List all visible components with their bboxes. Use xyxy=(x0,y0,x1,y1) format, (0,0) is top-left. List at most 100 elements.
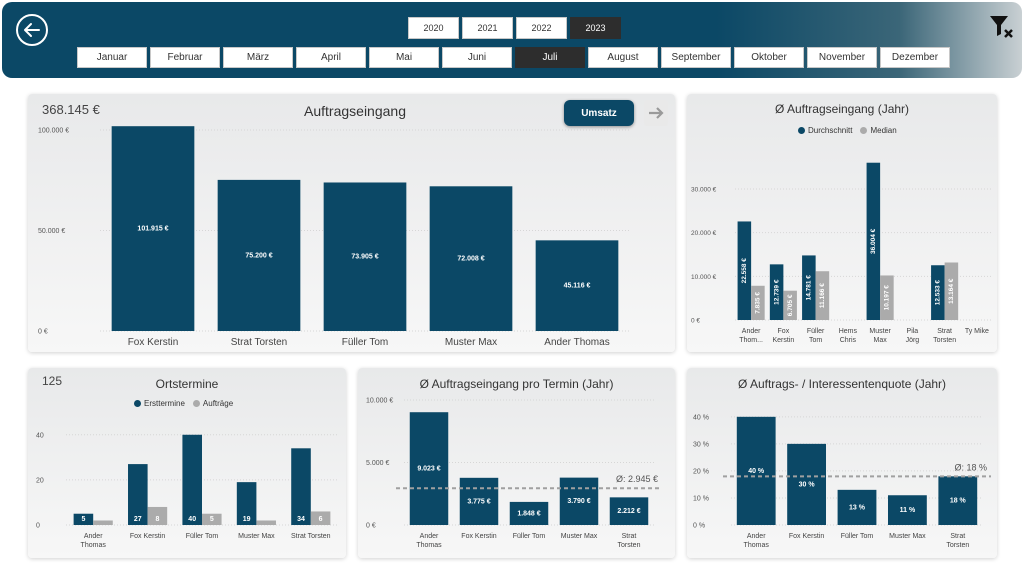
bar xyxy=(409,412,449,525)
x-category-label: Torsten xyxy=(618,542,641,549)
month-10[interactable]: November xyxy=(807,47,877,68)
x-category-label: Muster xyxy=(869,328,891,335)
x-category-label: Max xyxy=(874,337,888,344)
legend-item-ersttermine: Ersttermine xyxy=(134,399,185,408)
x-category-label: Chris xyxy=(840,337,857,344)
month-6[interactable]: Juli xyxy=(515,47,585,68)
data-label: 36.004 € xyxy=(870,228,877,254)
clear-filter-button[interactable] xyxy=(988,14,1014,45)
bar xyxy=(866,162,881,320)
bar xyxy=(559,477,599,525)
legend-label: Aufträge xyxy=(202,399,234,408)
month-11[interactable]: Dezember xyxy=(880,47,950,68)
x-category-label: Muster Max xyxy=(238,533,275,540)
x-category-label: Tom xyxy=(809,337,822,344)
reference-label: Ø: 18 % xyxy=(954,462,987,472)
x-category-label: Strat Torsten xyxy=(291,533,331,540)
y-tick-label: 100.000 € xyxy=(38,128,69,135)
legend-label: Durchschnitt xyxy=(808,126,853,135)
month-1[interactable]: Februar xyxy=(150,47,220,68)
month-7[interactable]: August xyxy=(588,47,658,68)
data-label: 75.200 € xyxy=(245,252,272,259)
bar xyxy=(147,506,168,525)
bar xyxy=(93,520,113,525)
month-9[interactable]: Oktober xyxy=(734,47,804,68)
y-tick-label: 10 % xyxy=(693,495,709,502)
x-category-label: Fox Kerstin xyxy=(130,533,166,540)
clear-filter-icon xyxy=(990,16,1013,38)
year-2023[interactable]: 2023 xyxy=(570,17,621,39)
bar xyxy=(931,265,945,320)
legend-item-durchschnitt: Durchschnitt xyxy=(798,126,852,135)
bar xyxy=(128,464,148,525)
data-label: 1.848 € xyxy=(517,510,540,517)
y-tick-label: 40 % xyxy=(693,414,709,421)
data-label: 101.915 € xyxy=(137,225,168,232)
data-label: 34 xyxy=(297,516,305,523)
x-category-label: Torsten xyxy=(946,542,969,549)
data-label: 13.164 € xyxy=(948,278,955,304)
umsatz-button[interactable]: Umsatz xyxy=(564,100,634,126)
y-tick-label: 50.000 € xyxy=(38,228,65,235)
data-label: 45.116 € xyxy=(564,283,591,290)
x-category-label: Fox xyxy=(778,328,790,335)
data-label: 12.739 € xyxy=(773,279,780,305)
x-category-label: Muster Max xyxy=(561,533,598,540)
bar xyxy=(815,271,830,320)
bar xyxy=(944,262,959,320)
bar xyxy=(751,285,765,320)
bar xyxy=(182,434,202,525)
month-5[interactable]: Juni xyxy=(442,47,512,68)
x-category-label: Ander xyxy=(84,533,103,540)
y-tick-label: 40 xyxy=(36,432,44,439)
y-tick-label: 0 € xyxy=(691,318,700,325)
bar-chart-avg-auftragseingang: 0 € 10.000 € 20.000 € 30.000 € 22.558 € 12.73… xyxy=(691,162,993,344)
year-2021[interactable]: 2021 xyxy=(462,17,513,39)
bar-chart-auftragseingang: 0 € 50.000 € 100.000 € 101.915 € 75.200 € 73.… xyxy=(38,126,630,348)
year-2020[interactable]: 2020 xyxy=(408,17,459,39)
x-category-label: Torsten xyxy=(933,337,956,344)
y-tick-label: 0 xyxy=(36,523,40,530)
header-bar: 2020 2021 2022 2023 Januar Februar März April M… xyxy=(2,2,1022,78)
legend-item-median: Median xyxy=(860,126,897,135)
month-3[interactable]: April xyxy=(296,47,366,68)
legend-dot-icon xyxy=(134,400,141,407)
bar xyxy=(111,126,195,331)
back-button[interactable] xyxy=(16,14,48,46)
back-arrow-icon xyxy=(24,23,40,37)
bar xyxy=(736,416,776,525)
bar-chart-quote: 0 % 10 % 20 % 30 % 40 % 40 % 30 % 13 % 11 % 18 % A… xyxy=(693,414,991,549)
legend-label: Median xyxy=(870,126,897,135)
legend-dot-icon xyxy=(192,400,200,407)
y-tick-label: 10.000 € xyxy=(366,398,393,405)
next-button[interactable] xyxy=(644,100,668,126)
y-tick-label: 0 € xyxy=(38,329,48,336)
x-category-label: Thomas xyxy=(744,542,770,549)
bar xyxy=(737,221,752,320)
bar xyxy=(880,275,894,320)
data-label: 8 xyxy=(155,516,159,523)
year-2022[interactable]: 2022 xyxy=(516,17,567,39)
data-label: 40 xyxy=(188,516,196,523)
data-label: 10.197 € xyxy=(884,285,891,311)
data-label: 30 % xyxy=(799,481,816,488)
data-label: 72.008 € xyxy=(457,255,484,262)
month-slicer: Januar Februar März April Mai Juni Juli August S… xyxy=(77,47,950,68)
x-category-label: Kerstin xyxy=(772,337,794,344)
x-category-label: Muster Max xyxy=(889,533,926,540)
data-label: 3.775 € xyxy=(467,498,490,505)
x-category-label: Ander xyxy=(420,533,439,540)
month-4[interactable]: Mai xyxy=(369,47,439,68)
month-8[interactable]: September xyxy=(661,47,731,68)
x-category-label: Ander xyxy=(747,533,766,540)
bar xyxy=(429,186,513,331)
month-2[interactable]: März xyxy=(223,47,293,68)
data-label: 9.023 € xyxy=(417,465,440,472)
data-label: 5 xyxy=(210,516,214,523)
bar xyxy=(217,179,301,331)
month-0[interactable]: Januar xyxy=(77,47,147,68)
bar xyxy=(256,520,276,525)
bar xyxy=(535,240,619,331)
bar xyxy=(837,489,877,525)
arrow-right-icon xyxy=(649,107,664,119)
